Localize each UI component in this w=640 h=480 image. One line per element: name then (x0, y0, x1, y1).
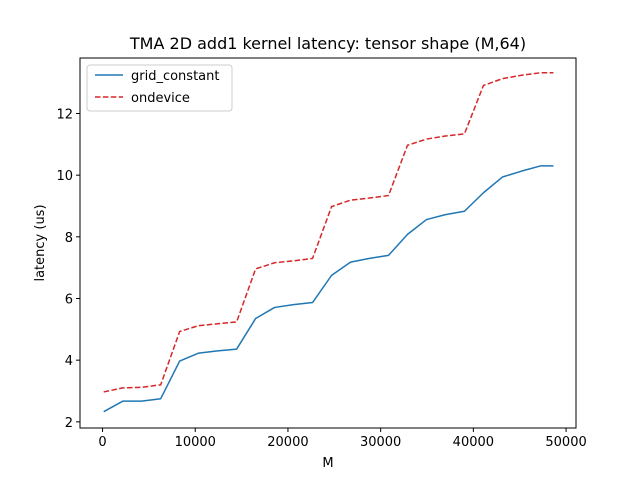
y-axis-label: latency (us) (33, 204, 48, 281)
x-axis-label: M (322, 456, 333, 471)
legend-label-ondevice: ondevice (131, 91, 190, 106)
x-tick-label: 40000 (453, 435, 494, 450)
x-tick-label: 20000 (267, 435, 308, 450)
x-tick-label: 10000 (175, 435, 216, 450)
x-axis-ticks: 0 10000 20000 30000 40000 50000 (98, 428, 587, 450)
x-tick-label: 0 (98, 435, 106, 450)
plot-area-frame (79, 57, 577, 429)
legend: grid_constant ondevice (86, 64, 233, 112)
series-line-ondevice (103, 72, 554, 393)
y-tick-label: 12 (56, 108, 73, 123)
y-tick-label: 10 (56, 169, 73, 184)
y-tick-label: 8 (65, 231, 73, 246)
y-tick-label: 4 (65, 354, 73, 369)
series-line-grid-constant (103, 165, 554, 413)
legend-label-grid-constant: grid_constant (131, 69, 219, 84)
chart-title: TMA 2D add1 kernel latency: tensor shape… (129, 34, 526, 53)
series-layer (103, 72, 554, 413)
y-tick-label: 6 (65, 293, 73, 308)
y-tick-label: 2 (65, 416, 73, 431)
x-tick-label: 50000 (545, 435, 586, 450)
x-tick-label: 30000 (360, 435, 401, 450)
legend-box (86, 64, 233, 112)
y-axis-ticks: 2 4 6 8 10 12 (56, 108, 80, 431)
